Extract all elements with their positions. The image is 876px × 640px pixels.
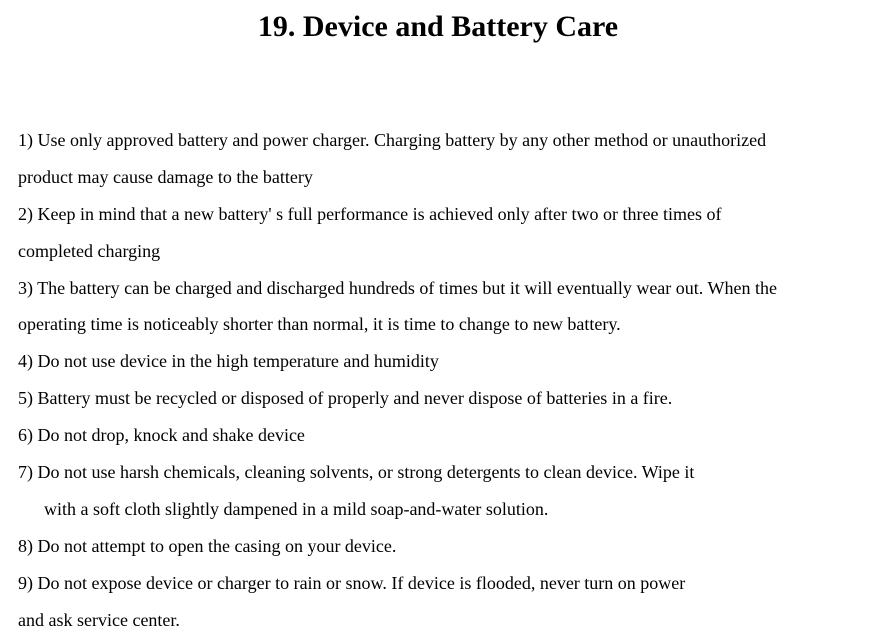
body-line: 1) Use only approved battery and power c… [18,122,858,159]
body-line: completed charging [18,233,858,270]
content-body: 1) Use only approved battery and power c… [18,122,858,638]
body-line: 4) Do not use device in the high tempera… [18,343,858,380]
body-line: 7) Do not use harsh chemicals, cleaning … [18,454,858,491]
body-line: operating time is noticeably shorter tha… [18,306,858,343]
body-line: product may cause damage to the battery [18,159,858,196]
body-line: 8) Do not attempt to open the casing on … [18,528,858,565]
page-title: 19. Device and Battery Care [18,10,858,44]
body-line: with a soft cloth slightly dampened in a… [18,491,858,528]
body-line: and ask service center. [18,602,858,639]
body-line: 5) Battery must be recycled or disposed … [18,380,858,417]
body-line: 9) Do not expose device or charger to ra… [18,565,858,602]
body-line: 2) Keep in mind that a new battery' s fu… [18,196,858,233]
body-line: 3) The battery can be charged and discha… [18,270,858,307]
body-line: 6) Do not drop, knock and shake device [18,417,858,454]
